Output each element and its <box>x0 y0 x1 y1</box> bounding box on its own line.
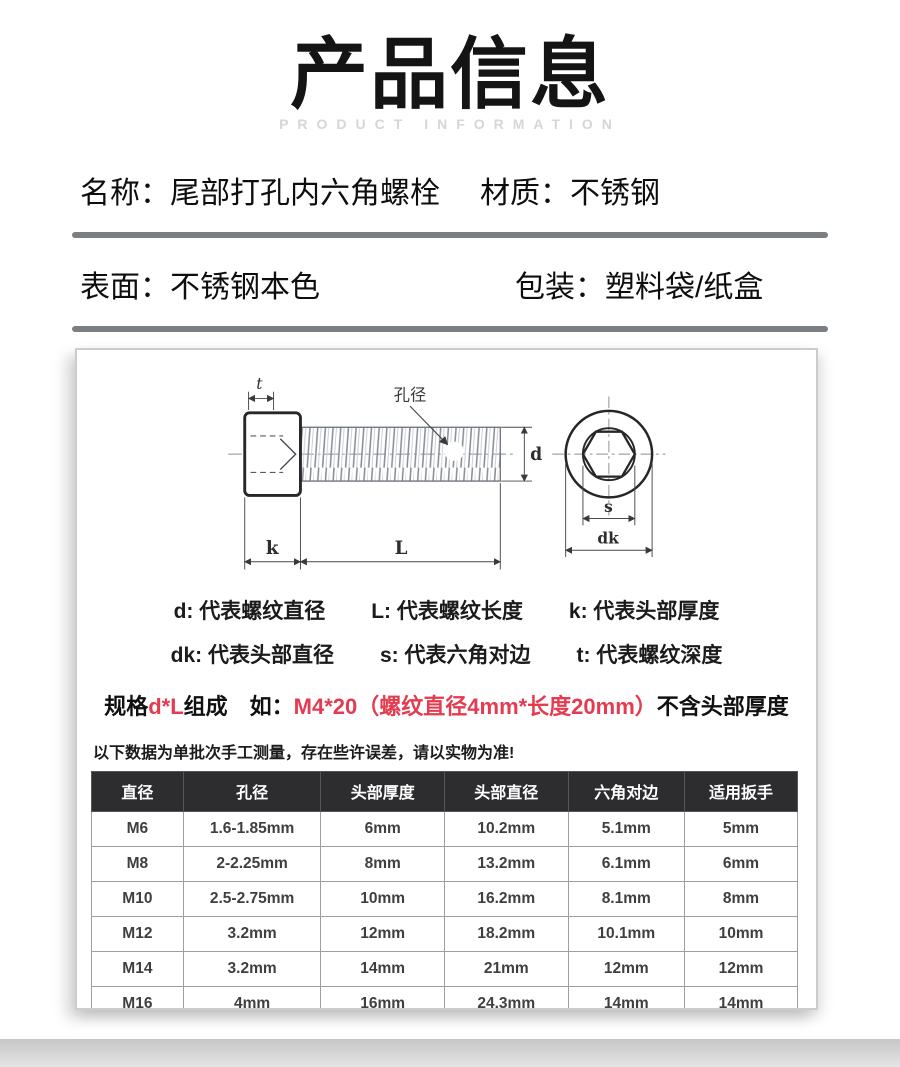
table-cell: 21mm <box>443 950 569 987</box>
table-row: M6 1.6-1.85mm 6mm 10.2mm 5.1mm 5mm <box>91 810 798 847</box>
header-row: 直径 孔径 头部厚度 头部直径 六角对边 适用扳手 <box>91 770 798 812</box>
dim-label-dk: dk <box>597 529 619 547</box>
surface-label: 表面： <box>80 270 170 304</box>
table-cell: M6 <box>91 810 184 847</box>
table-header-cell: 头部直径 <box>443 770 569 812</box>
divider-line-2 <box>72 325 828 332</box>
legend-item: dk: 代表头部直径 <box>170 643 334 667</box>
legend-item: s: 代表六角对边 <box>380 643 531 667</box>
dim-label-L: L <box>395 538 408 559</box>
dim-label-k: k <box>266 538 279 559</box>
legend-item: d: 代表螺纹直径 <box>173 599 326 623</box>
info-row-name-material: 名称：尾部打孔内六角螺栓 材质：不锈钢 <box>80 168 900 212</box>
table-cell: M12 <box>91 915 184 952</box>
page-title: 产品信息 <box>289 30 610 118</box>
table-cell: 6.1mm <box>567 845 686 882</box>
hole-leader-line <box>409 405 449 446</box>
spec-middle: 组成 如： <box>183 693 294 719</box>
table-header-cell: 直径 <box>91 770 184 812</box>
table-row: M10 2.5-2.75mm 10mm 16.2mm 8.1mm 8mm <box>91 880 798 917</box>
measurement-note: 以下数据为单批次手工测量，存在些许误差，请以实物为准! <box>93 744 515 762</box>
surface-value: 不锈钢本色 <box>170 270 320 304</box>
bolt-shaft <box>299 426 501 482</box>
material-label: 材质： <box>480 176 570 210</box>
table-cell: 8mm <box>320 845 445 882</box>
table-header-cell: 六角对边 <box>567 770 686 812</box>
dim-label-t: t <box>256 375 263 393</box>
table-row: M16 4mm 16mm 24.3mm 14mm 14mm <box>91 985 798 1008</box>
table-cell: 8.1mm <box>567 880 686 917</box>
table-cell: M8 <box>91 845 184 882</box>
name-label: 名称： <box>80 176 170 210</box>
table-cell: 24.3mm <box>443 985 569 1008</box>
dim-label-s: s <box>604 498 613 516</box>
table-cell: 10mm <box>684 915 798 952</box>
table-cell: M16 <box>91 985 184 1008</box>
hex-socket <box>581 430 637 478</box>
legend-item: t: 代表螺纹深度 <box>576 643 723 667</box>
table-cell: 14mm <box>684 985 798 1008</box>
table-cell: 14mm <box>567 985 686 1008</box>
table-cell: 6mm <box>320 810 445 847</box>
bottom-shadow-band <box>0 1039 900 1067</box>
divider-line-1 <box>72 231 828 238</box>
size-spec-table: 直径 孔径 头部厚度 头部直径 六角对边 适用扳手 M6 1.6-1.85mm 6mm 10.2… <box>91 770 798 1008</box>
table-cell: 10.2mm <box>443 810 569 847</box>
table-cell: 12mm <box>684 950 798 987</box>
socket-chevron <box>279 438 297 470</box>
table-cell: 16.2mm <box>443 880 569 917</box>
table-cell: 12mm <box>320 915 445 952</box>
bolt-head <box>243 411 302 497</box>
table-header-cell: 孔径 <box>182 770 322 812</box>
spec-prefix: 规格 <box>104 693 149 719</box>
table-row: M14 3.2mm 14mm 21mm 12mm 12mm <box>91 950 798 987</box>
package-label: 包装： <box>515 270 605 304</box>
legend-row-0: d: 代表螺纹直径 L: 代表螺纹长度 k: 代表头部厚度 <box>91 595 802 625</box>
product-detail-panel: t 孔径 d k L s dk d: 代表螺纹直径 L: 代表螺 <box>75 347 818 1010</box>
dimension-legend: d: 代表螺纹直径 L: 代表螺纹长度 k: 代表头部厚度 dk: 代表头部直径 s: … <box>91 595 802 669</box>
legend-item: k: 代表头部厚度 <box>568 599 720 623</box>
table-cell: 18.2mm <box>443 915 569 952</box>
info-row-surface-package: 表面：不锈钢本色 包装：塑料袋/纸盒 <box>80 262 900 306</box>
spec-suffix: 不含头部厚度 <box>656 693 789 719</box>
table-cell: 5mm <box>684 810 798 847</box>
page-subtitle: PRODUCT INFORMATION <box>279 115 621 132</box>
table-row: M8 2-2.25mm 8mm 13.2mm 6.1mm 6mm <box>91 845 798 882</box>
name-value: 尾部打孔内六角螺栓 <box>170 176 440 210</box>
table-cell: 6mm <box>684 845 798 882</box>
legend-item: L: 代表螺纹长度 <box>371 599 523 623</box>
table-cell: 14mm <box>320 950 445 987</box>
table-cell: 16mm <box>320 985 445 1008</box>
table-cell: M10 <box>91 880 184 917</box>
head-outer-circle <box>564 409 654 499</box>
spec-formula: d*L <box>148 693 184 719</box>
table-cell: 3.2mm <box>182 950 322 987</box>
table-cell: 2.5-2.75mm <box>182 880 322 917</box>
material-value: 不锈钢 <box>570 176 660 210</box>
hole-diameter-label: 孔径 <box>394 386 427 404</box>
tail-hole <box>444 441 464 461</box>
bolt-diagram: t 孔径 d k L s dk <box>228 375 666 570</box>
table-cell: 13.2mm <box>443 845 569 882</box>
spec-example: M4*20（螺纹直径4mm*长度20mm） <box>293 693 657 719</box>
table-cell: 5.1mm <box>567 810 686 847</box>
table-cell: 2-2.25mm <box>182 845 322 882</box>
package-value: 塑料袋/纸盒 <box>605 270 764 304</box>
table-cell: 1.6-1.85mm <box>182 810 322 847</box>
size-table-head: 直径 孔径 头部厚度 头部直径 六角对边 适用扳手 <box>91 770 798 812</box>
dim-label-d: d <box>530 445 542 465</box>
table-cell: 4mm <box>182 985 322 1008</box>
spec-format-line: 规格d*L组成 如：M4*20（螺纹直径4mm*长度20mm）不含头部厚度 <box>91 689 802 721</box>
table-header-cell: 适用扳手 <box>684 770 798 812</box>
table-cell: 3.2mm <box>182 915 322 952</box>
table-cell: 10mm <box>320 880 445 917</box>
legend-row-1: dk: 代表头部直径 s: 代表六角对边 t: 代表螺纹深度 <box>91 639 802 669</box>
table-cell: 10.1mm <box>567 915 686 952</box>
table-row: M12 3.2mm 12mm 18.2mm 10.1mm 10mm <box>91 915 798 952</box>
size-table-body: M6 1.6-1.85mm 6mm 10.2mm 5.1mm 5mm M8 2-2.25mm 8… <box>91 810 798 1008</box>
table-cell: 8mm <box>684 880 798 917</box>
table-header-cell: 头部厚度 <box>320 770 445 812</box>
table-cell: M14 <box>91 950 184 987</box>
table-cell: 12mm <box>567 950 686 987</box>
